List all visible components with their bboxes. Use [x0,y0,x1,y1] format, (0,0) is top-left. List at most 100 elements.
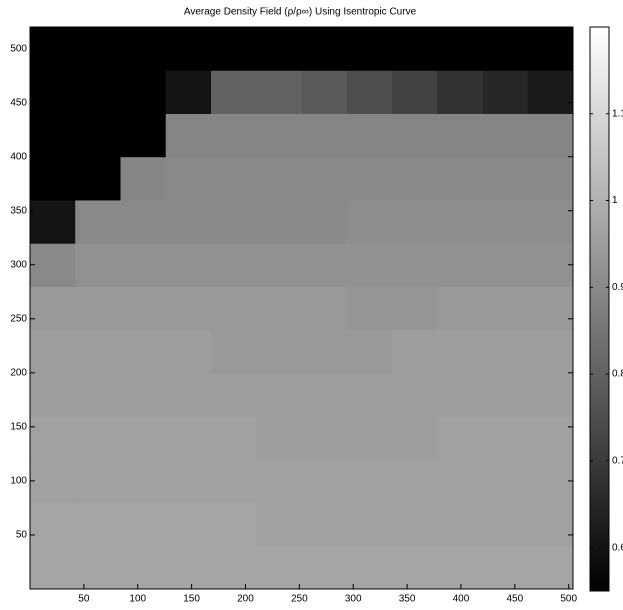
heat-cell [392,459,438,503]
heat-cell [347,286,393,330]
heat-cell [121,503,167,547]
heat-cell [437,330,483,374]
heat-cell [256,330,302,374]
heat-cell [392,373,438,417]
heat-cell [302,373,348,417]
heat-cell [256,373,302,417]
heat-cell [256,546,302,590]
heat-cell [30,157,76,201]
x-tick-label: 500 [560,594,577,605]
y-tick-label: 500 [10,43,27,54]
heat-cell [211,200,257,244]
heat-cell [392,243,438,287]
y-tick-label: 50 [16,530,28,541]
heat-cell [528,503,574,547]
x-tick-label: 450 [506,594,523,605]
heat-cell [121,27,167,71]
heat-cell [256,157,302,201]
heat-cell [121,459,167,503]
heat-cell [392,503,438,547]
heat-cell [302,113,348,157]
heat-cell [437,503,483,547]
y-tick-label: 400 [10,151,27,162]
heat-cell [256,113,302,157]
heat-cell [166,243,212,287]
heat-cell [528,157,574,201]
heat-cell [437,243,483,287]
heat-cell [392,157,438,201]
heat-cell [30,416,76,460]
heat-cell [121,546,167,590]
x-tick-label: 400 [453,594,470,605]
heat-cell [30,373,76,417]
heat-cell [121,416,167,460]
heat-cell [347,200,393,244]
heat-cell [256,70,302,114]
heat-cell [483,416,529,460]
heat-cell [392,200,438,244]
heat-cell [211,503,257,547]
heat-cell [483,113,529,157]
heat-cell [437,113,483,157]
x-tick-label: 300 [345,594,362,605]
heat-cell [528,113,574,157]
heat-cell [211,286,257,330]
heat-cell [121,200,167,244]
heat-cell [528,27,574,71]
heat-cell [121,373,167,417]
heat-cell [483,459,529,503]
y-tick-label: 450 [10,97,27,108]
heat-cell [528,373,574,417]
heat-cell [392,416,438,460]
heat-cell [347,330,393,374]
heat-cell [437,416,483,460]
colorbar-tick-label: 1.1 [612,108,623,119]
heat-cell [166,373,212,417]
heat-cell [75,546,121,590]
heat-cell [121,243,167,287]
heat-cell [528,243,574,287]
y-tick-label: 100 [10,476,27,487]
heat-cell [166,459,212,503]
heat-cell [211,330,257,374]
heat-cell [392,330,438,374]
heat-cell [392,286,438,330]
heat-cell [302,157,348,201]
heat-cell [75,330,121,374]
heat-cell [347,27,393,71]
heat-cell [483,243,529,287]
heat-cell [302,459,348,503]
heat-cell [166,27,212,71]
heat-cell [75,157,121,201]
heat-cell [256,243,302,287]
heat-cell [302,546,348,590]
heat-cell [75,70,121,114]
heat-cell [483,373,529,417]
y-tick-label: 150 [10,422,27,433]
chart: Average Density Field (ρ/ρ∞) Using Isent… [0,0,623,610]
chart-title: Average Density Field (ρ/ρ∞) Using Isent… [184,7,417,18]
heat-cell [347,459,393,503]
heat-cell [30,70,76,114]
heat-cell [256,459,302,503]
heat-cell [347,503,393,547]
heat-cell [75,416,121,460]
heat-cell [211,459,257,503]
heat-cell [121,113,167,157]
heat-cell [392,546,438,590]
heat-cell [302,27,348,71]
heat-cell [75,243,121,287]
heat-cell [347,416,393,460]
heat-cell [75,27,121,71]
heat-cell [121,70,167,114]
heat-cell [528,416,574,460]
heat-cell [437,27,483,71]
heat-cell [211,27,257,71]
heat-cell [166,546,212,590]
x-tick-label: 250 [291,594,308,605]
heat-cell [30,546,76,590]
colorbar-tick-label: 0.7 [612,455,623,466]
heat-cell [437,373,483,417]
heat-cell [256,27,302,71]
heat-cell [483,546,529,590]
